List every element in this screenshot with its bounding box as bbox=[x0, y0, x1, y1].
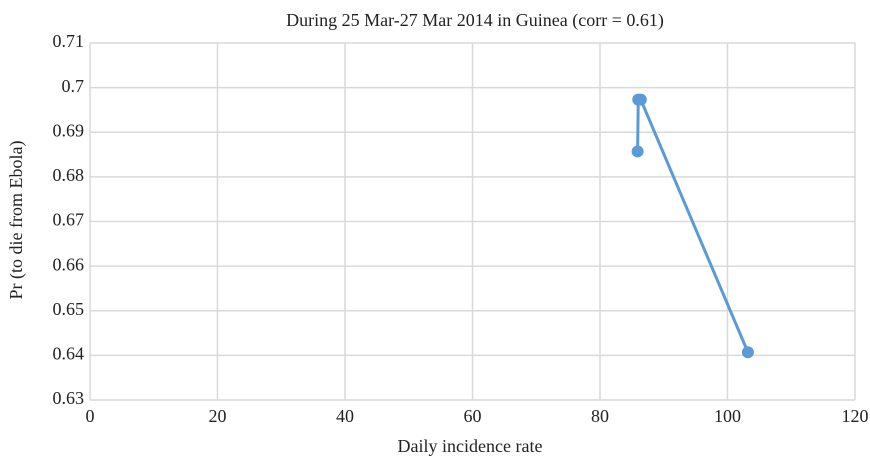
x-tick-label: 20 bbox=[209, 406, 227, 426]
y-tick-label: 0.7 bbox=[62, 76, 85, 96]
x-tick-label: 40 bbox=[336, 406, 354, 426]
x-tick-label: 120 bbox=[842, 406, 869, 426]
chart-title: During 25 Mar-27 Mar 2014 in Guinea (cor… bbox=[286, 10, 664, 31]
y-axis-label: Pr (to die from Ebola) bbox=[6, 141, 27, 300]
x-tick-label: 100 bbox=[714, 406, 741, 426]
y-tick-label: 0.69 bbox=[53, 120, 85, 140]
y-tick-label: 0.68 bbox=[53, 165, 85, 185]
x-tick-label: 80 bbox=[591, 406, 609, 426]
data-point bbox=[741, 346, 754, 359]
y-tick-label: 0.64 bbox=[53, 344, 85, 364]
x-tick-label: 60 bbox=[464, 406, 482, 426]
x-axis-label: Daily incidence rate bbox=[398, 436, 543, 456]
data-point bbox=[631, 145, 644, 158]
y-tick-label: 0.63 bbox=[53, 388, 85, 408]
x-tick-label: 0 bbox=[86, 406, 95, 426]
y-tick-label: 0.67 bbox=[53, 210, 85, 230]
y-tick-label: 0.66 bbox=[53, 254, 85, 274]
data-line bbox=[636, 98, 750, 353]
data-point bbox=[634, 93, 647, 106]
y-tick-label: 0.71 bbox=[53, 31, 85, 51]
y-tick-label: 0.65 bbox=[53, 299, 85, 319]
